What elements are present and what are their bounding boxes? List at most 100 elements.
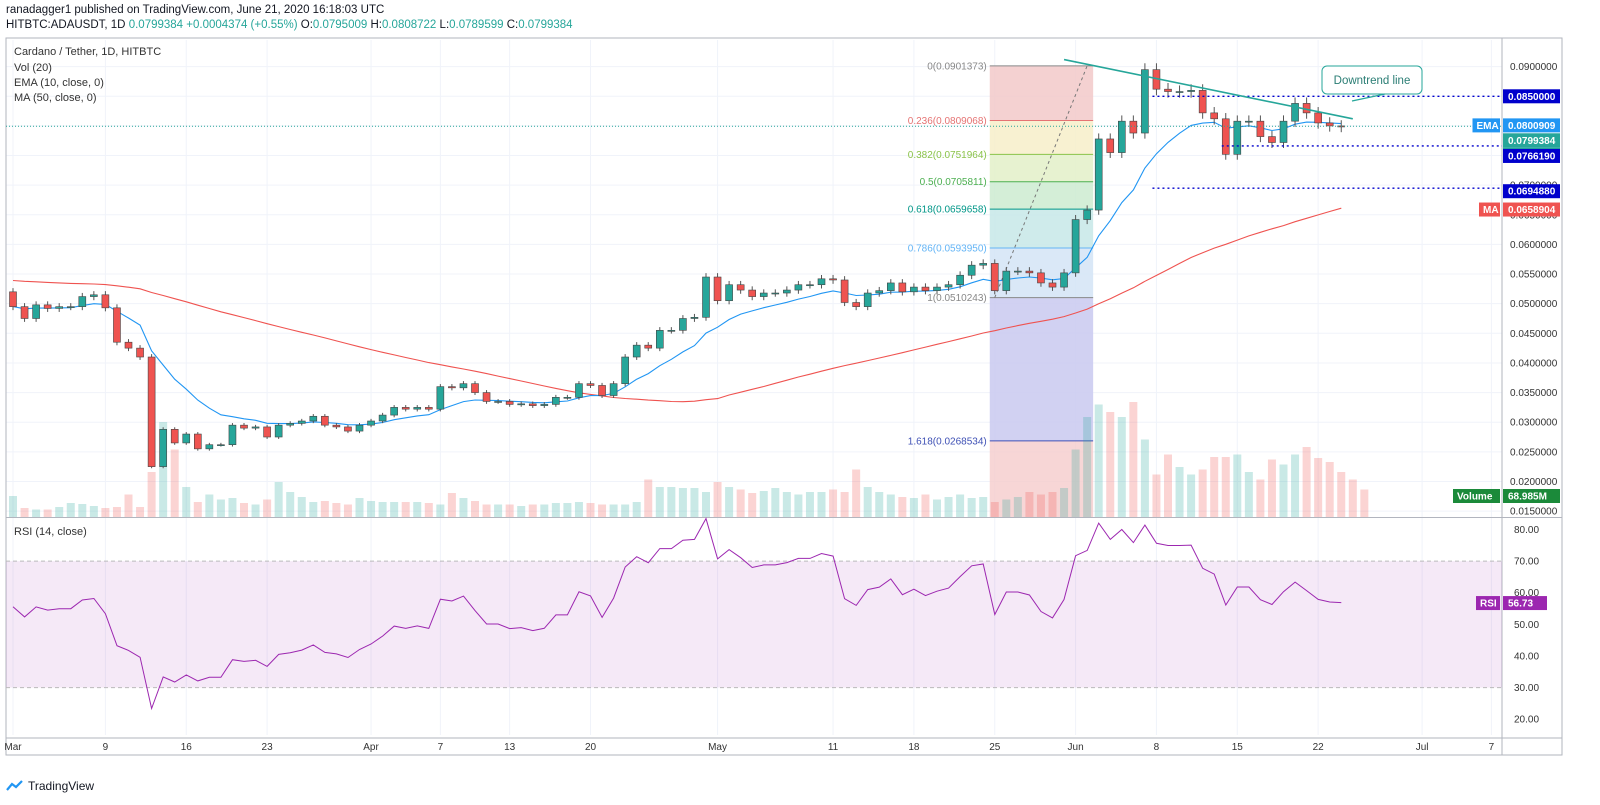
candle-body bbox=[1198, 90, 1207, 114]
volume-bar bbox=[20, 508, 29, 517]
fib-level-label: 0.5(0.0705811) bbox=[920, 177, 987, 188]
candle-body bbox=[886, 282, 895, 291]
candle-body bbox=[540, 404, 549, 406]
volume-bar bbox=[401, 502, 410, 517]
rsi-legend-tag: RSI bbox=[1476, 596, 1500, 611]
fib-extension-zone bbox=[989, 297, 1094, 441]
high-value: 0.0808722 bbox=[381, 19, 437, 31]
candle-body bbox=[944, 284, 953, 288]
volume-bar bbox=[609, 504, 618, 517]
candle bbox=[852, 298, 860, 311]
candle bbox=[898, 279, 907, 296]
candle-body bbox=[1268, 136, 1276, 143]
time-tick-label: 20 bbox=[585, 742, 597, 753]
candle-body bbox=[632, 344, 641, 358]
candle-body bbox=[436, 386, 445, 410]
candle bbox=[771, 289, 780, 297]
candle bbox=[1014, 267, 1022, 276]
candle bbox=[1060, 268, 1068, 291]
volume-bar bbox=[332, 503, 341, 517]
ma-legend-tag-text: MA bbox=[1483, 205, 1499, 216]
tradingview-logo[interactable]: TradingView bbox=[6, 779, 94, 793]
candle-body bbox=[1164, 88, 1172, 92]
support-resistance-levels bbox=[1152, 95, 1502, 189]
candle-body bbox=[1325, 122, 1334, 127]
candle bbox=[55, 303, 64, 312]
brand-name: TradingView bbox=[28, 779, 95, 793]
candle bbox=[910, 283, 918, 296]
candle bbox=[586, 381, 595, 389]
candle bbox=[78, 292, 87, 311]
candle bbox=[1221, 113, 1230, 160]
candle bbox=[644, 342, 653, 352]
candle-body bbox=[136, 347, 144, 358]
volume-bar bbox=[1279, 464, 1288, 517]
volume-bar bbox=[1083, 417, 1092, 517]
candle bbox=[598, 382, 606, 398]
candle-body bbox=[182, 433, 191, 444]
candle bbox=[1025, 267, 1034, 277]
level-tag-low-text: 0.0694880 bbox=[1508, 187, 1556, 198]
candle-body bbox=[170, 429, 179, 444]
candle-body bbox=[1141, 69, 1149, 134]
candle-body bbox=[1175, 91, 1184, 93]
time-tick-label: Apr bbox=[363, 742, 379, 753]
volume-bar bbox=[43, 509, 52, 517]
level-tag-low: 0.0694880 bbox=[1503, 184, 1560, 199]
rsi-value-box bbox=[1503, 596, 1547, 611]
ma-price-tag-text: 0.0658904 bbox=[1508, 205, 1556, 216]
time-tick-label: Jun bbox=[1068, 742, 1084, 753]
legend-volume[interactable]: Vol (20) bbox=[14, 62, 52, 74]
volume-bar bbox=[89, 506, 98, 517]
candle-body bbox=[667, 330, 676, 332]
candle-body bbox=[1037, 272, 1045, 284]
volume-bar bbox=[1025, 492, 1034, 517]
candle-body bbox=[840, 279, 849, 303]
candle-body bbox=[344, 426, 352, 432]
candle bbox=[817, 274, 826, 289]
legend-rsi[interactable]: RSI (14, close) bbox=[14, 526, 87, 538]
volume-legend-tag-text: Volume bbox=[1457, 492, 1493, 503]
candle-body bbox=[113, 307, 121, 343]
candle bbox=[424, 405, 433, 412]
downtrend-callout: Downtrend line bbox=[1321, 65, 1423, 102]
time-tick-label: 18 bbox=[908, 742, 920, 753]
volume-bar bbox=[748, 493, 757, 517]
volume-bar bbox=[655, 487, 664, 517]
candle bbox=[990, 259, 999, 295]
candle-body bbox=[321, 415, 329, 426]
candle-body bbox=[378, 414, 387, 422]
volume-bar bbox=[1117, 417, 1126, 517]
candle bbox=[355, 423, 364, 434]
candle bbox=[725, 280, 733, 305]
symbol-label: HITBTC:ADAUSDT, 1D bbox=[6, 19, 126, 31]
time-tick-label: 13 bbox=[504, 742, 516, 753]
legend-ma[interactable]: MA (50, close, 0) bbox=[14, 92, 97, 104]
volume-bar bbox=[1244, 472, 1253, 517]
candle-body bbox=[1245, 120, 1253, 123]
ma-legend-tag-box bbox=[1479, 202, 1500, 217]
candle-body bbox=[1014, 270, 1022, 273]
candle bbox=[9, 288, 17, 311]
candle-body bbox=[979, 263, 988, 266]
candle-body bbox=[1279, 120, 1288, 143]
candle bbox=[736, 280, 745, 294]
volume-bar bbox=[667, 487, 676, 517]
candle bbox=[806, 280, 814, 289]
volume-bar bbox=[956, 494, 965, 517]
volume-bar bbox=[459, 498, 468, 517]
volume-bar bbox=[1291, 454, 1300, 517]
candle-body bbox=[1291, 103, 1299, 122]
candle-body bbox=[933, 286, 941, 291]
candle-body bbox=[251, 426, 260, 429]
legend-ema[interactable]: EMA (10, close, 0) bbox=[14, 77, 104, 89]
candle-body bbox=[679, 318, 687, 331]
candle-body bbox=[598, 385, 606, 396]
candle-body bbox=[1221, 118, 1230, 155]
candle-body bbox=[1210, 112, 1218, 120]
volume-bar bbox=[863, 487, 872, 517]
tradingview-icon bbox=[6, 780, 23, 791]
candle bbox=[263, 424, 271, 439]
ema-price-tag-text: 0.0800909 bbox=[1508, 121, 1556, 132]
